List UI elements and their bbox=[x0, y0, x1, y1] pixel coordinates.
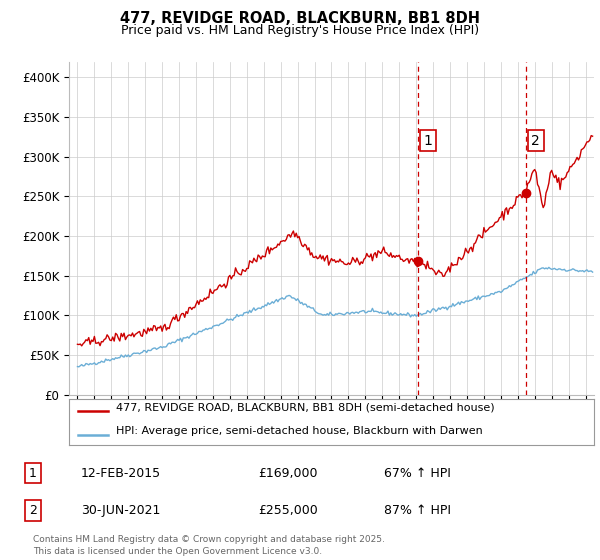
Text: Contains HM Land Registry data © Crown copyright and database right 2025.
This d: Contains HM Land Registry data © Crown c… bbox=[33, 535, 385, 556]
Text: 67% ↑ HPI: 67% ↑ HPI bbox=[384, 466, 451, 480]
Text: 12-FEB-2015: 12-FEB-2015 bbox=[81, 466, 161, 480]
Text: 87% ↑ HPI: 87% ↑ HPI bbox=[384, 504, 451, 517]
Text: 2: 2 bbox=[29, 504, 37, 517]
Text: 477, REVIDGE ROAD, BLACKBURN, BB1 8DH: 477, REVIDGE ROAD, BLACKBURN, BB1 8DH bbox=[120, 11, 480, 26]
Text: £255,000: £255,000 bbox=[258, 504, 318, 517]
Text: 477, REVIDGE ROAD, BLACKBURN, BB1 8DH (semi-detached house): 477, REVIDGE ROAD, BLACKBURN, BB1 8DH (s… bbox=[116, 402, 495, 412]
Text: 1: 1 bbox=[423, 134, 432, 148]
Text: 1: 1 bbox=[29, 466, 37, 480]
Text: HPI: Average price, semi-detached house, Blackburn with Darwen: HPI: Average price, semi-detached house,… bbox=[116, 427, 483, 436]
Text: Price paid vs. HM Land Registry's House Price Index (HPI): Price paid vs. HM Land Registry's House … bbox=[121, 24, 479, 36]
Text: £169,000: £169,000 bbox=[258, 466, 317, 480]
Text: 2: 2 bbox=[532, 134, 540, 148]
Text: 30-JUN-2021: 30-JUN-2021 bbox=[81, 504, 160, 517]
